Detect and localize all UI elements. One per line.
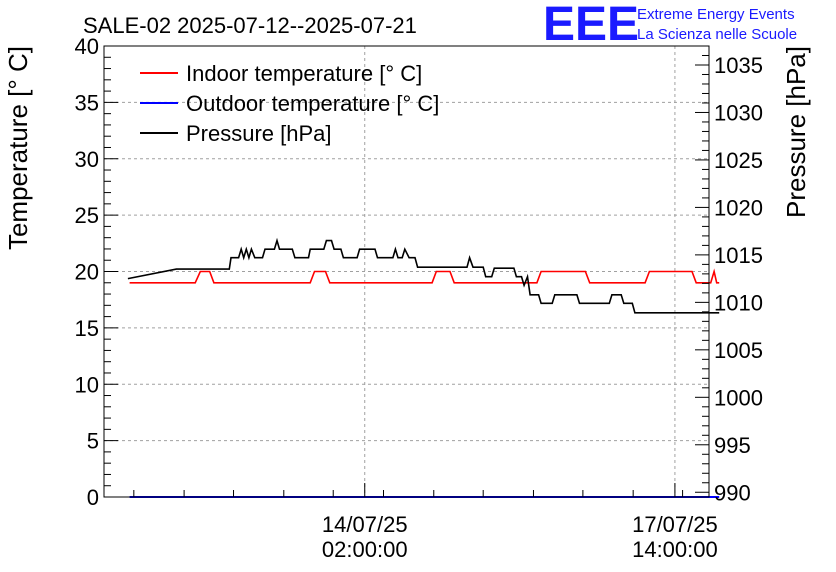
legend-label-indoor: Indoor temperature [° C] bbox=[186, 61, 422, 86]
legend-label-outdoor: Outdoor temperature [° C] bbox=[186, 91, 439, 116]
x-tick-label-date: 17/07/25 bbox=[632, 512, 718, 537]
x-tick-label-time: 14:00:00 bbox=[632, 537, 718, 562]
left-tick-label: 15 bbox=[75, 316, 99, 341]
right-tick-label: 990 bbox=[714, 480, 751, 505]
eee-logo: EEE bbox=[543, 0, 639, 51]
left-tick-label: 35 bbox=[75, 90, 99, 115]
x-tick-label-time: 02:00:00 bbox=[322, 537, 408, 562]
legend: Indoor temperature [° C] Outdoor tempera… bbox=[140, 61, 439, 146]
chart-title: SALE-02 2025-07-12--2025-07-21 bbox=[83, 13, 417, 38]
right-tick-label: 1035 bbox=[714, 53, 763, 78]
x-tick-label-date: 14/07/25 bbox=[322, 512, 408, 537]
logo-line1: Extreme Energy Events bbox=[637, 6, 795, 23]
right-tick-label: 1005 bbox=[714, 338, 763, 363]
left-tick-label: 30 bbox=[75, 147, 99, 172]
pressure-line bbox=[127, 237, 720, 314]
right-tick-label: 1015 bbox=[714, 243, 763, 268]
right-tick-label: 1010 bbox=[714, 290, 763, 315]
right-tick-label: 1000 bbox=[714, 385, 763, 410]
left-tick-label: 0 bbox=[87, 485, 99, 510]
right-tick-label: 1030 bbox=[714, 100, 763, 125]
right-tick-label: 1025 bbox=[714, 148, 763, 173]
left-tick-label: 10 bbox=[75, 372, 99, 397]
ticks-group: 0510152025303540990995100010051010101510… bbox=[75, 34, 763, 562]
right-tick-label: 995 bbox=[714, 433, 751, 458]
right-tick-label: 1020 bbox=[714, 195, 763, 220]
y-axis-left-label: Temperature [° C] bbox=[3, 46, 33, 250]
grid bbox=[104, 46, 709, 497]
legend-label-pressure: Pressure [hPa] bbox=[186, 121, 332, 146]
indoor-temperature-line bbox=[129, 268, 720, 284]
left-tick-label: 5 bbox=[87, 429, 99, 454]
left-tick-label: 20 bbox=[75, 260, 99, 285]
left-tick-label: 25 bbox=[75, 203, 99, 228]
left-tick-label: 40 bbox=[75, 34, 99, 59]
logo-line2: La Scienza nelle Scuole bbox=[637, 26, 797, 43]
y-axis-right-label: Pressure [hPa] bbox=[781, 46, 811, 218]
